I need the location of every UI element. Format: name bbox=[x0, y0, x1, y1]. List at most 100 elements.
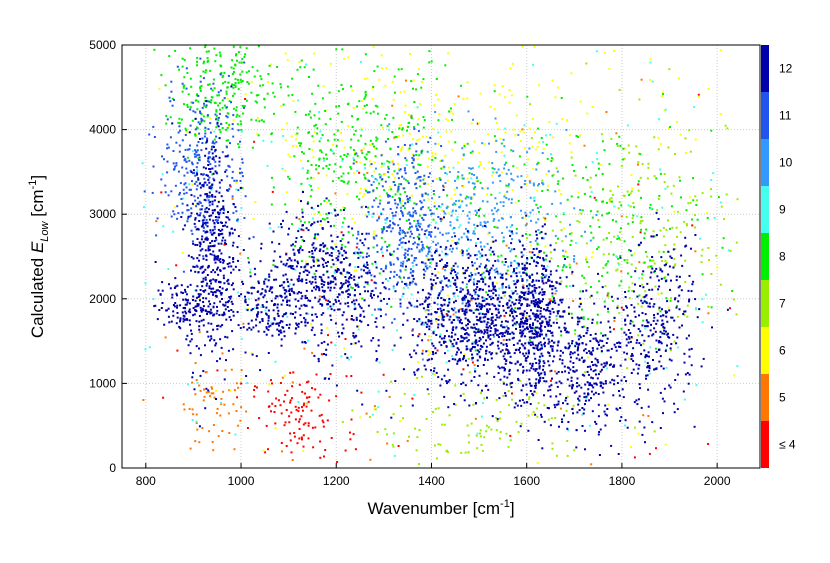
data-point bbox=[719, 112, 722, 115]
data-point bbox=[340, 246, 343, 249]
data-point bbox=[552, 136, 554, 139]
data-point bbox=[199, 289, 202, 291]
data-point bbox=[415, 150, 418, 153]
data-point bbox=[339, 302, 342, 305]
data-point bbox=[321, 217, 324, 220]
data-point bbox=[422, 78, 425, 81]
data-point bbox=[166, 160, 169, 163]
data-point bbox=[554, 190, 557, 193]
data-point bbox=[212, 328, 215, 331]
data-point bbox=[665, 297, 668, 300]
data-point bbox=[204, 132, 207, 135]
data-point bbox=[237, 386, 240, 389]
data-point bbox=[489, 338, 492, 341]
data-point bbox=[200, 113, 203, 116]
data-point bbox=[251, 66, 254, 69]
data-point bbox=[461, 310, 464, 312]
data-point bbox=[387, 194, 390, 196]
data-point bbox=[371, 98, 374, 101]
data-point bbox=[476, 267, 479, 270]
data-point bbox=[399, 276, 402, 279]
data-point bbox=[689, 150, 692, 153]
data-point bbox=[364, 95, 367, 98]
data-point bbox=[184, 310, 187, 313]
data-point bbox=[170, 190, 173, 193]
data-point bbox=[267, 309, 270, 312]
data-point bbox=[427, 157, 430, 160]
data-point bbox=[483, 332, 486, 335]
data-point bbox=[579, 290, 582, 293]
data-point bbox=[505, 196, 508, 199]
data-point bbox=[166, 118, 169, 121]
data-point bbox=[619, 227, 622, 230]
data-point bbox=[232, 114, 235, 117]
data-point bbox=[230, 271, 232, 274]
data-point bbox=[204, 278, 207, 281]
data-point bbox=[420, 323, 423, 326]
data-point bbox=[347, 281, 350, 283]
data-point bbox=[259, 75, 262, 78]
data-point bbox=[227, 189, 230, 192]
data-point bbox=[220, 122, 223, 125]
data-point bbox=[244, 300, 247, 303]
data-point bbox=[664, 259, 667, 262]
data-point bbox=[423, 176, 426, 179]
data-point bbox=[215, 109, 218, 112]
data-point bbox=[263, 294, 266, 297]
data-point bbox=[472, 323, 475, 326]
data-point bbox=[296, 324, 299, 326]
data-point bbox=[421, 321, 424, 324]
data-point bbox=[381, 162, 383, 165]
data-point bbox=[426, 264, 429, 267]
data-point bbox=[368, 160, 371, 163]
data-point bbox=[213, 142, 216, 145]
data-point bbox=[401, 199, 404, 202]
data-point bbox=[589, 176, 592, 179]
data-point bbox=[444, 265, 447, 268]
data-point bbox=[182, 298, 185, 301]
data-point bbox=[448, 301, 451, 304]
data-point bbox=[499, 437, 501, 440]
data-point bbox=[304, 422, 307, 425]
data-point bbox=[240, 337, 243, 340]
data-point bbox=[171, 122, 174, 125]
data-point bbox=[360, 275, 363, 278]
data-point bbox=[606, 271, 609, 274]
data-point bbox=[573, 260, 576, 263]
data-point bbox=[213, 225, 216, 228]
data-point bbox=[486, 331, 489, 334]
data-point bbox=[217, 119, 220, 121]
data-point bbox=[292, 371, 295, 374]
data-point bbox=[405, 284, 408, 287]
data-point bbox=[494, 197, 497, 200]
data-point bbox=[229, 184, 231, 187]
data-point bbox=[311, 135, 314, 138]
data-point bbox=[390, 416, 393, 419]
data-point bbox=[410, 304, 413, 307]
data-point bbox=[641, 277, 644, 280]
data-point bbox=[400, 183, 403, 186]
data-point bbox=[473, 232, 476, 235]
data-point bbox=[342, 268, 345, 271]
data-point bbox=[605, 237, 608, 240]
data-point bbox=[214, 389, 217, 392]
data-point bbox=[426, 303, 429, 306]
data-point bbox=[224, 221, 227, 224]
data-point bbox=[407, 277, 410, 280]
data-point bbox=[301, 390, 304, 393]
data-point bbox=[350, 418, 353, 421]
data-point bbox=[198, 347, 200, 350]
data-point bbox=[445, 313, 448, 315]
data-point bbox=[735, 241, 738, 244]
data-point bbox=[480, 245, 482, 248]
data-point bbox=[502, 381, 505, 384]
data-point bbox=[187, 383, 189, 386]
data-point bbox=[228, 262, 231, 265]
data-point bbox=[213, 150, 216, 153]
data-point bbox=[340, 84, 343, 86]
data-point bbox=[457, 310, 460, 313]
data-point bbox=[308, 148, 311, 150]
data-point bbox=[483, 220, 486, 223]
data-point bbox=[360, 391, 363, 394]
data-point bbox=[338, 335, 341, 338]
